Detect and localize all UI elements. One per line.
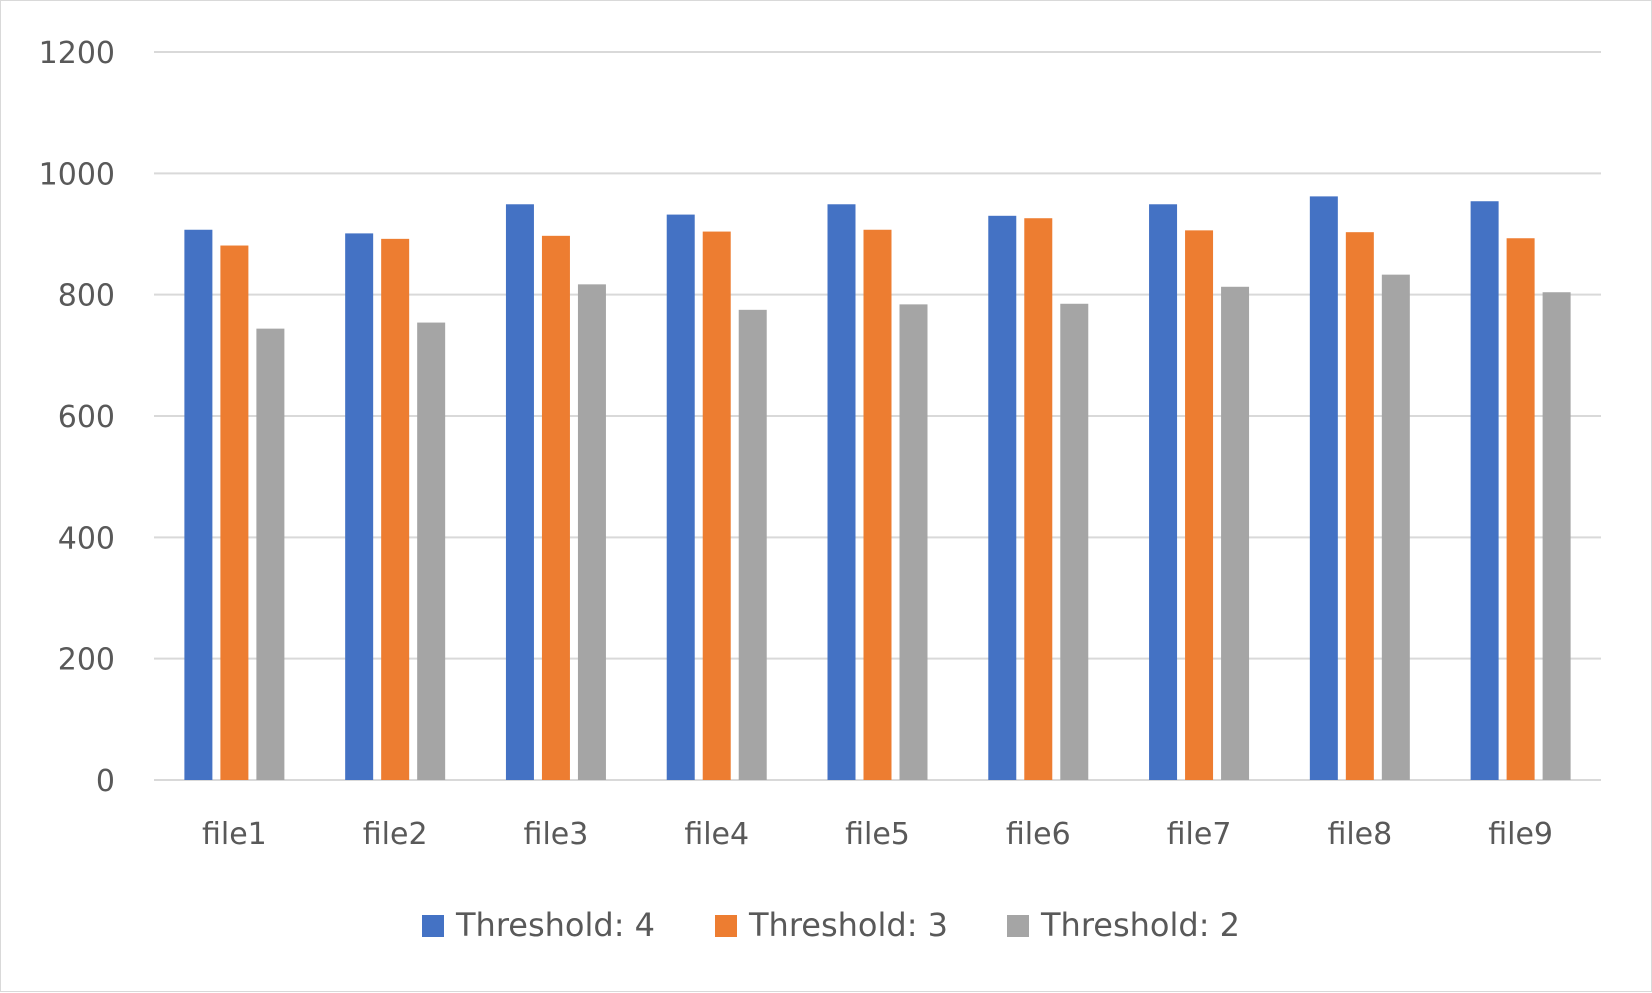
bar-file8-series-1	[1309, 196, 1338, 781]
x-tick-label: file9	[1488, 817, 1553, 852]
x-tick-label: file8	[1327, 817, 1392, 852]
bar-file4-series-3	[738, 309, 767, 780]
x-tick-label: file3	[524, 817, 589, 852]
legend-swatch	[1007, 915, 1029, 937]
bar-file7-series-3	[1221, 286, 1250, 780]
bar-file4-series-1	[666, 214, 695, 780]
bar-file9-series-3	[1542, 292, 1571, 780]
bar-file5-series-3	[899, 304, 928, 780]
x-tick-label: file7	[1167, 817, 1232, 852]
legend-swatch	[715, 915, 737, 937]
x-tick-label: file6	[1006, 817, 1071, 852]
bar-file5-series-1	[827, 204, 856, 781]
bar-file9-series-1	[1470, 201, 1499, 781]
bar-file6-series-2	[1024, 218, 1053, 780]
x-tick-label: file2	[363, 817, 428, 852]
bar-file3-series-2	[541, 235, 570, 780]
bar-file9-series-2	[1506, 238, 1535, 780]
bar-file3-series-1	[505, 204, 534, 781]
bar-file6-series-3	[1060, 303, 1089, 780]
legend-label: Threshold: 4	[455, 906, 655, 944]
bar-file7-series-2	[1185, 230, 1214, 781]
y-tick-label: 800	[58, 279, 115, 314]
bar-file2-series-3	[417, 322, 446, 780]
bar-file8-series-2	[1345, 232, 1374, 780]
y-tick-label: 400	[58, 521, 115, 556]
bar-file4-series-2	[702, 231, 731, 780]
bar-file5-series-2	[863, 229, 892, 781]
legend-label: Threshold: 2	[1040, 906, 1240, 944]
y-tick-label: 1200	[39, 36, 115, 71]
bar-file2-series-2	[381, 238, 410, 780]
bar-file2-series-1	[345, 233, 374, 781]
y-tick-label: 200	[58, 643, 115, 678]
bar-file8-series-3	[1381, 274, 1410, 780]
x-tick-label: file5	[845, 817, 910, 852]
bar-file3-series-3	[577, 284, 606, 780]
bar-file1-series-1	[184, 229, 213, 781]
y-tick-label: 1000	[39, 157, 115, 192]
x-tick-label: file1	[202, 817, 267, 852]
bars	[184, 196, 1571, 781]
y-tick-label: 0	[96, 764, 115, 799]
legend-swatch	[422, 915, 444, 937]
x-axis-tick-labels: file1 file2 file3 file4 file5 file6 file7 file8…	[202, 817, 1553, 852]
legend-label: Threshold: 3	[748, 906, 948, 944]
bar-file1-series-3	[256, 328, 285, 780]
bar-file7-series-1	[1149, 204, 1178, 781]
x-tick-label: file4	[684, 817, 749, 852]
legend: Threshold: 4 Threshold: 3 Threshold: 2	[422, 906, 1240, 944]
y-tick-label: 600	[58, 400, 115, 435]
bar-file1-series-2	[220, 245, 249, 780]
bar-file6-series-1	[988, 215, 1017, 781]
y-axis-tick-labels: 0 200 400 600 800 1000 1200	[39, 36, 115, 799]
